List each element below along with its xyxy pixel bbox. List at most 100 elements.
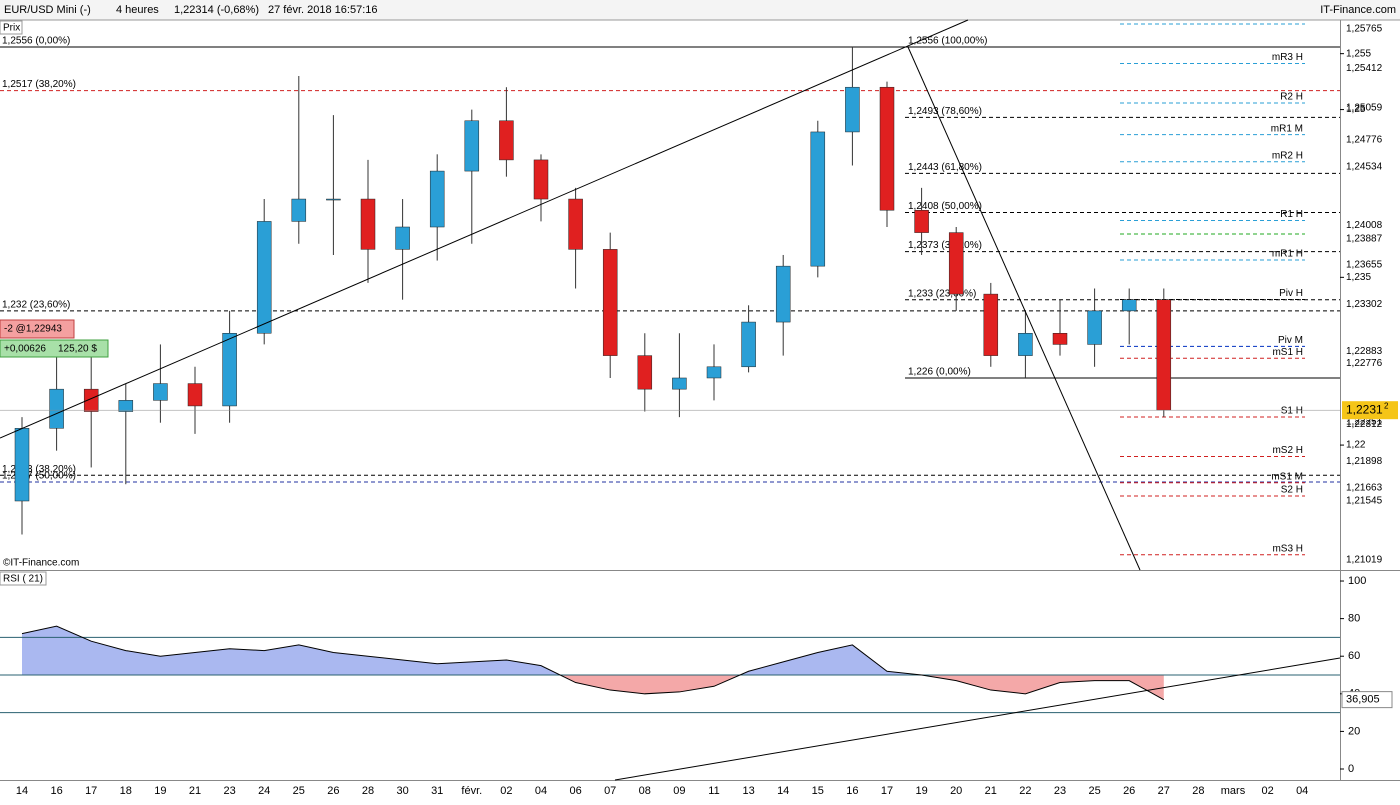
x-tick-label: 25 (1088, 785, 1100, 797)
x-tick-label: 26 (1123, 785, 1135, 797)
pivot-name: S1 H (1281, 406, 1303, 417)
candle-body (360, 198, 376, 250)
candle-body (49, 388, 64, 429)
x-tick-label: 08 (639, 785, 651, 797)
pivot-axis-label: 1,24008 (1346, 220, 1383, 231)
pivot-axis-label: 1,21545 (1346, 496, 1383, 507)
candle-body (326, 198, 341, 201)
rsi-current-box (1341, 691, 1393, 709)
x-tick-label: 02 (1261, 785, 1273, 797)
current-price-box (1342, 401, 1398, 420)
y-tick-label: 1,235 (1346, 272, 1371, 283)
pivot-axis-label: 1,21898 (1346, 456, 1383, 467)
candle-body (879, 86, 895, 211)
pivot-axis-label: 1,22883 (1346, 346, 1383, 357)
fib-label: 1,2556 (100,00%) (908, 36, 988, 47)
datetime: 27 févr. 2018 16:57:16 (268, 4, 377, 16)
candle-body (464, 120, 480, 172)
pivot-name: mS2 H (1272, 445, 1303, 456)
fib-label: 1,2443 (61,80%) (908, 162, 982, 173)
candle-body (637, 355, 653, 390)
x-tick-label: 11 (708, 785, 719, 797)
x-tick-label: mars (1221, 785, 1246, 797)
order-change: +0,00626 (4, 344, 46, 355)
x-tick-label: 26 (327, 785, 339, 797)
y-tick-label: 1,22 (1346, 440, 1366, 451)
current-price-label: 1,2231 (1346, 402, 1383, 416)
panel-label-box (0, 20, 23, 35)
x-tick-label: 15 (812, 785, 824, 797)
order-position-box[interactable] (0, 319, 75, 339)
rsi-title: RSI ( 21) (3, 574, 43, 585)
pivot-axis-label: 1,23655 (1346, 260, 1383, 271)
x-tick-label: 22 (1019, 785, 1031, 797)
order-position: -2 @1,22943 (4, 324, 62, 335)
current-price-axis-label: 1,22312 (1346, 419, 1383, 430)
candle-body (533, 159, 549, 200)
candle-body (845, 86, 860, 133)
fib-label: 1,2173 (38,20%) (2, 464, 76, 475)
candle-body (291, 198, 307, 222)
panel-label: Prix (3, 23, 20, 34)
fib-label: 1,2167 (50,00%) (2, 471, 76, 482)
candle-body (118, 400, 134, 412)
instrument: EUR/USD Mini (-) (4, 4, 91, 16)
current-price-sup: 2 (1384, 401, 1389, 410)
candle-body (706, 366, 722, 379)
pivot-name: mR1 M (1271, 123, 1303, 134)
order-result-box[interactable] (0, 339, 109, 358)
x-tick-label: 04 (1296, 785, 1308, 797)
fib-label: 1,2517 (38,20%) (2, 79, 76, 90)
fib-label: 1,226 (0,00%) (908, 367, 971, 378)
x-tick-label: 25 (293, 785, 305, 797)
fib-label: 1,233 (23,60%) (908, 288, 976, 299)
candle-body (222, 332, 237, 407)
x-tick-label: 14 (777, 785, 789, 797)
quote: 1,22314 (-0,68%) (174, 4, 259, 16)
pivot-axis-label: 1,21663 (1346, 482, 1383, 493)
pivot-axis-label: 1,23887 (1346, 234, 1383, 245)
pivot-name: mS3 H (1272, 543, 1303, 554)
pivot-name: mR2 H (1272, 150, 1303, 161)
fib-label: 1,2408 (50,00%) (908, 201, 982, 212)
x-tick-label: 07 (604, 785, 616, 797)
y-tick-label: 1,255 (1346, 48, 1371, 59)
pivot-axis-label: 1,25412 (1346, 63, 1383, 74)
pivot-axis-label: 1,24534 (1346, 161, 1383, 172)
brand: IT-Finance.com (1320, 4, 1396, 16)
x-tick-label: 30 (396, 785, 408, 797)
x-tick-label: 13 (742, 785, 754, 797)
candle-body (256, 221, 272, 334)
rsi-area-below (560, 675, 1164, 700)
order-panel[interactable]: -2 @1,22943 +0,00626 125,20 $ (0, 319, 109, 358)
x-tick-label: 23 (1054, 785, 1066, 797)
y-tick-label: 100 (1348, 575, 1366, 587)
candle-body (1156, 299, 1172, 411)
rsi-trend-line (614, 657, 1341, 781)
candle-body (429, 170, 445, 228)
candle-body (1087, 310, 1102, 345)
candle-body (775, 265, 791, 323)
candle-body (741, 321, 756, 368)
x-tick-label: 19 (154, 785, 166, 797)
candle-body (914, 209, 929, 233)
x-tick-label: 21 (985, 785, 997, 797)
fib-label: 1,2373 (38,20%) (908, 240, 982, 251)
candle-body (810, 131, 826, 267)
x-tick-label: 21 (189, 785, 201, 797)
x-tick-label: 19 (915, 785, 927, 797)
x-tick-label: 04 (535, 785, 547, 797)
x-tick-label: 27 (1158, 785, 1170, 797)
x-tick-label: 18 (120, 785, 132, 797)
header-bar (0, 0, 1400, 20)
y-tick-label: 20 (1348, 725, 1360, 737)
trend-line (907, 46, 1141, 571)
pivot-axis-label: 1,24776 (1346, 134, 1383, 145)
candle-body (602, 249, 618, 356)
x-tick-label: 31 (431, 785, 443, 797)
x-tick-label: 09 (673, 785, 685, 797)
period: 4 heures (116, 4, 159, 16)
candle-body (153, 383, 168, 401)
pivot-name: S2 H (1281, 485, 1303, 496)
